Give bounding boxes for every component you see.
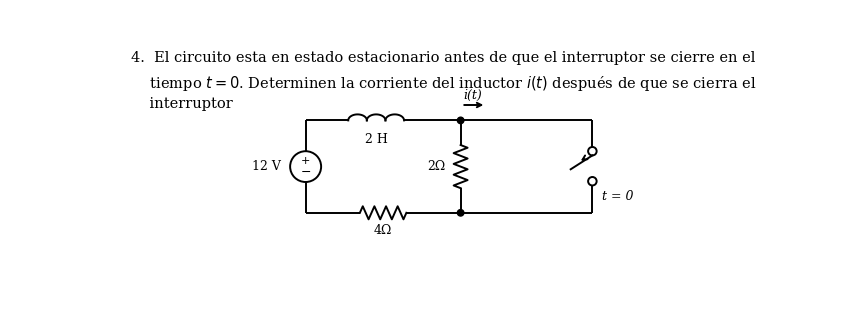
Text: t = 0: t = 0 — [601, 191, 633, 204]
Circle shape — [457, 210, 464, 216]
Text: 2Ω: 2Ω — [427, 160, 445, 173]
Circle shape — [588, 177, 597, 185]
Text: −: − — [301, 166, 311, 179]
Circle shape — [588, 147, 597, 156]
Text: 4Ω: 4Ω — [374, 223, 392, 237]
Text: 4.  El circuito esta en estado estacionario antes de que el interruptor se cierr: 4. El circuito esta en estado estacionar… — [131, 51, 756, 65]
Text: +: + — [301, 156, 310, 166]
Circle shape — [457, 117, 464, 124]
Text: tiempo $t = 0$. Determinen la corriente del inductor $i(t)$ después de que se ci: tiempo $t = 0$. Determinen la corriente … — [131, 74, 757, 93]
Text: 2 H: 2 H — [365, 133, 388, 146]
Text: interruptor: interruptor — [131, 97, 233, 111]
Text: i(t): i(t) — [463, 89, 481, 102]
Text: 12 V: 12 V — [252, 160, 281, 173]
